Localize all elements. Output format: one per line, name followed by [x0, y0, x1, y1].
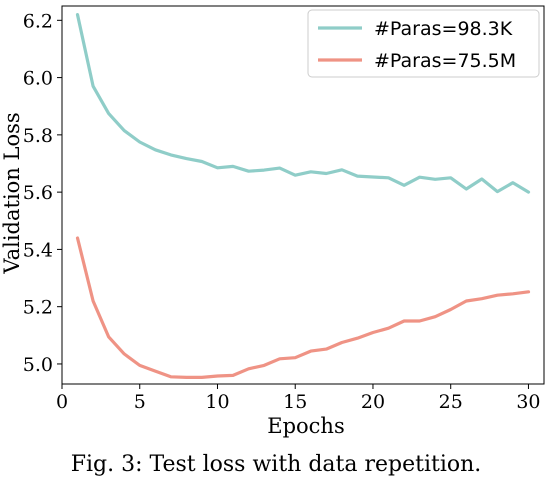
y-tick-label: 6.2: [23, 10, 53, 32]
plot-lines: [75, 13, 531, 379]
y-tick-label: 5.2: [23, 297, 53, 319]
x-tick-label: 10: [205, 391, 229, 413]
y-axis: 5.0 5.2 5.4 5.6 5.8 6.0 6.2: [23, 10, 62, 376]
x-tick-label: 30: [516, 391, 540, 413]
x-tick-label: 25: [439, 391, 463, 413]
y-tick-label: 6.0: [23, 68, 53, 90]
x-axis: 0 5 10 15 20 25 30: [56, 384, 541, 413]
x-tick-label: 0: [56, 391, 68, 413]
y-axis-label: Validation Loss: [0, 112, 24, 274]
x-axis-label: Epochs: [267, 414, 344, 438]
x-tick-label: 15: [283, 391, 307, 413]
series-line-1: [75, 13, 531, 194]
y-tick-label: 5.4: [23, 239, 53, 261]
y-tick-label: 5.6: [23, 182, 53, 204]
x-tick-label: 5: [134, 391, 146, 413]
y-tick-label: 5.0: [23, 354, 53, 376]
x-tick-label: 20: [361, 391, 385, 413]
figure-caption: Fig. 3: Test loss with data repetition.: [70, 452, 482, 477]
series-line-2: [75, 236, 531, 379]
legend-box: [307, 9, 540, 78]
legend-label: #Paras=75.5M: [374, 50, 516, 72]
y-tick-label: 5.8: [23, 125, 53, 147]
legend-label: #Paras=98.3K: [374, 18, 513, 40]
legend: #Paras=98.3K #Paras=75.5M: [307, 9, 540, 78]
